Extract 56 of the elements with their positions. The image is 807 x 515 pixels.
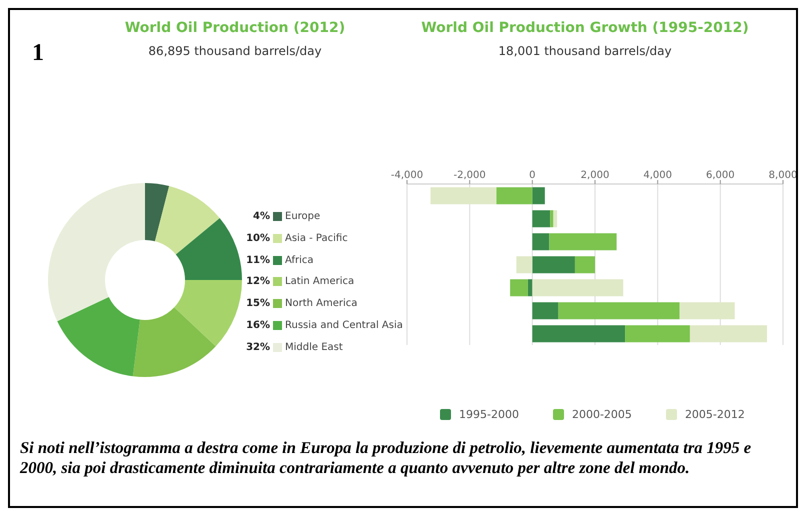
bar [532, 279, 624, 296]
text: 1 [32, 40, 44, 67]
x-tick-label: 6,000 [706, 170, 735, 181]
legend-label: Asia - Pacific [285, 232, 348, 244]
bar [510, 279, 528, 296]
bar [532, 187, 545, 204]
data-label: 12% [246, 276, 270, 288]
donut-slice [48, 183, 145, 322]
bar [532, 210, 550, 228]
bar [549, 233, 617, 250]
legend-label: Middle East [285, 342, 343, 353]
bar [532, 233, 550, 250]
x-tick-label: -2,000 [454, 170, 486, 181]
data-label: 11% [246, 254, 270, 266]
chart-subtitle: 18,001 thousand barrels/day [497, 44, 673, 58]
data-label: 4% [252, 211, 270, 222]
x-tick-label: 2,000 [580, 170, 610, 181]
donut-slice [154, 186, 220, 255]
bar [690, 325, 768, 342]
bar [553, 210, 558, 228]
donut-slice [174, 280, 242, 346]
bar [558, 302, 680, 320]
x-tick-label: -4,000 [390, 170, 424, 181]
data-label: 15% [246, 298, 270, 310]
data-label: 32% [246, 342, 270, 353]
donut-slice [145, 183, 170, 242]
bar [550, 210, 554, 228]
donut-slice [57, 297, 140, 376]
legend-label: 1995-2000 [458, 408, 519, 421]
bar [532, 302, 558, 320]
bar [516, 256, 532, 274]
chart-title: World Oil Production (2012) [124, 20, 346, 36]
legend-label: 2000-2005 [570, 408, 632, 421]
chart-title: World Oil Production Growth (1995-2012) [420, 20, 750, 36]
x-tick-label: 0 [529, 170, 536, 181]
legend-label: Russia and Central Asia [285, 320, 403, 331]
bar [532, 256, 575, 274]
legend-label: North America [285, 298, 358, 310]
data-label: 10% [246, 232, 270, 244]
legend-label: Latin America [285, 276, 354, 288]
chart-subtitle: 86,895 thousand barrels/day [147, 44, 323, 58]
bar [496, 187, 532, 204]
bar [625, 325, 690, 342]
data-label: 16% [246, 320, 270, 331]
text: Si noti nell’istogramma a destra come in Europa la produzione di petrolio, lievemente aumentata tra 1995 e 2000, sia poi drasticamente diminuita contrariamente a quanto avvenuto per altre zone del mondo. [20, 438, 752, 477]
bar [574, 256, 595, 274]
donut-slice [176, 218, 242, 280]
legend-label: Europe [285, 211, 320, 222]
legend-label: Africa [285, 254, 314, 266]
bar [532, 325, 626, 342]
bar [680, 302, 735, 320]
donut-slice [132, 307, 216, 377]
bar [430, 187, 496, 204]
bar [528, 279, 532, 296]
legend-label: 2005-2012 [684, 408, 745, 421]
x-tick-label: 4,000 [643, 170, 672, 181]
